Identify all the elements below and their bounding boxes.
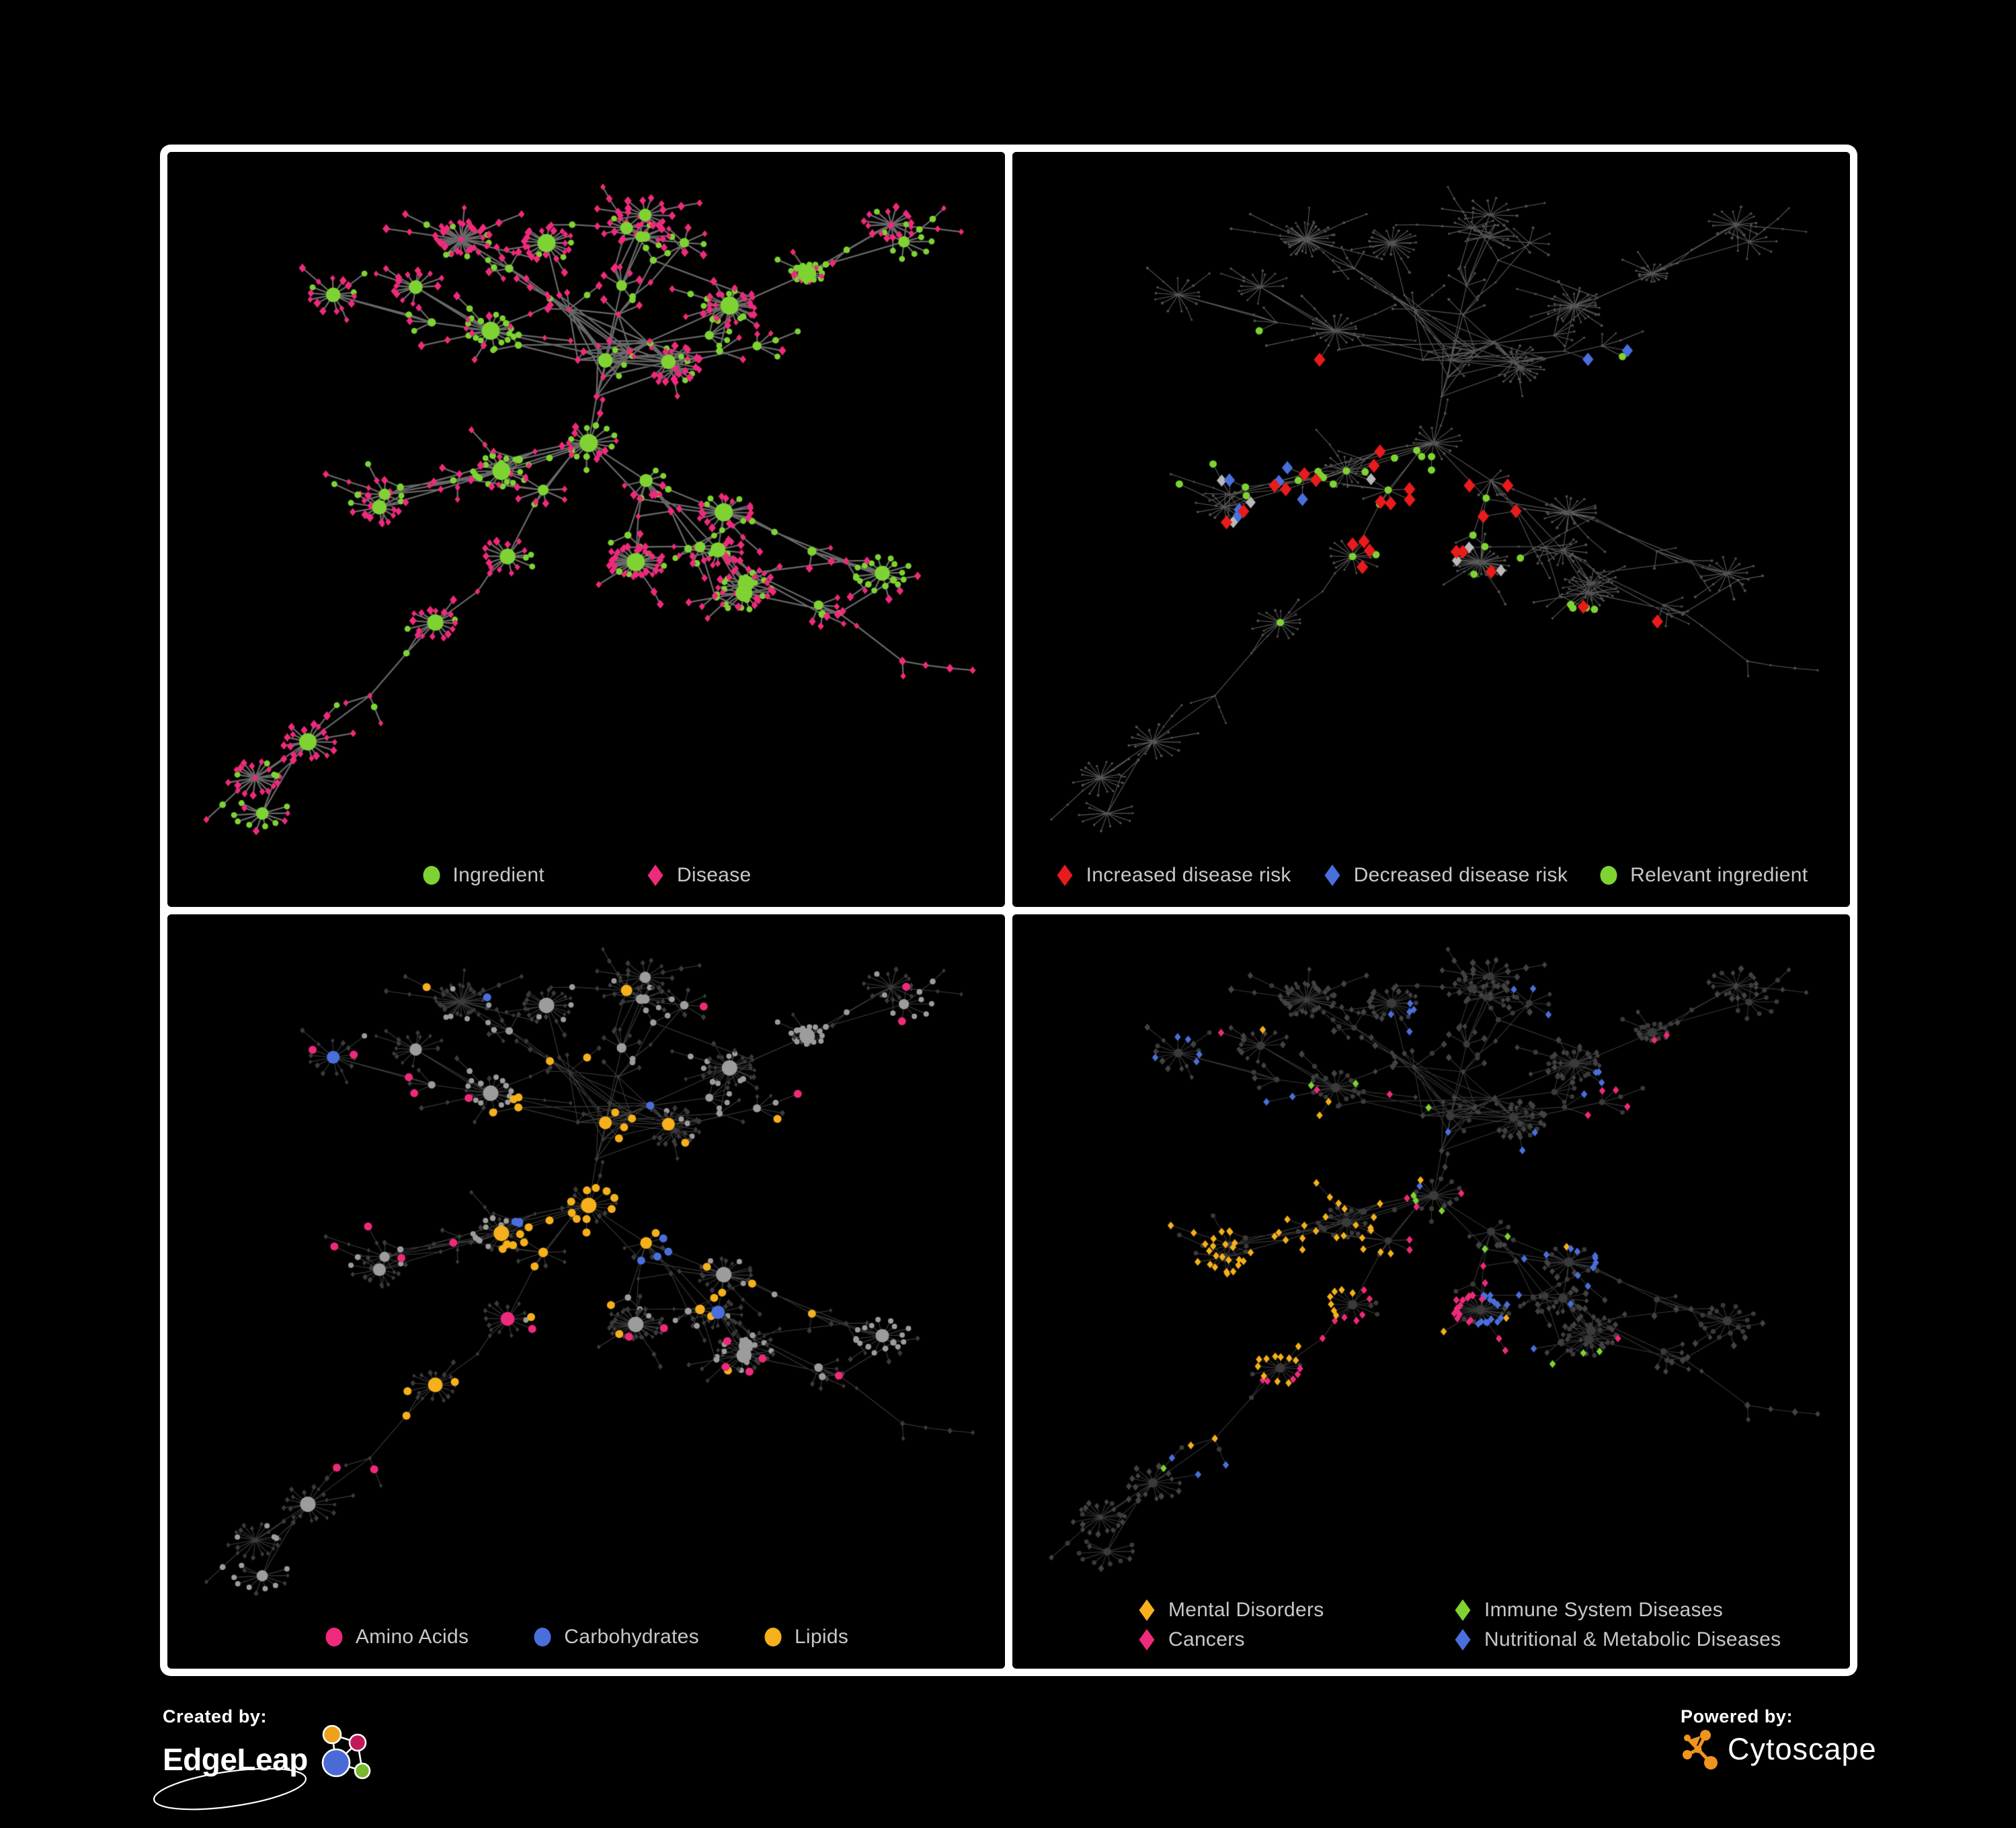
diamond-swatch-icon (1453, 1628, 1473, 1652)
legend-item-amino-acids: Amino Acids (324, 1625, 469, 1649)
circle-swatch-icon (1599, 863, 1619, 887)
legend-label: Carbohydrates (564, 1626, 699, 1648)
diamond-swatch-icon (1137, 1628, 1157, 1652)
diamond-swatch-icon (1322, 863, 1342, 887)
circle-swatch-icon (421, 863, 442, 887)
circle-swatch-icon (324, 1625, 344, 1649)
panel-grid: Ingredient Disease Increased disease risk… (160, 145, 1857, 1676)
circle-swatch-icon (763, 1625, 783, 1649)
network-canvas-ingredient-disease (167, 152, 1005, 843)
legend-item-nutritional-metabolic-diseases: Nutritional & Metabolic Diseases (1453, 1628, 1781, 1652)
legend-item-decreased-disease-risk: Decreased disease risk (1322, 863, 1568, 887)
legend-label: Decreased disease risk (1354, 864, 1568, 887)
legend-item-cancers: Cancers (1137, 1628, 1392, 1652)
diamond-swatch-icon (1453, 1598, 1473, 1622)
legend-label: Relevant ingredient (1630, 864, 1808, 887)
legend-label: Increased disease risk (1086, 864, 1291, 887)
circle-swatch-icon (532, 1625, 553, 1649)
legend-item-relevant-ingredient: Relevant ingredient (1599, 863, 1808, 887)
legend-label: Disease (677, 864, 751, 887)
legend-label: Nutritional & Metabolic Diseases (1484, 1628, 1781, 1651)
legend-item-mental-disorders: Mental Disorders (1137, 1598, 1392, 1622)
legend-item-lipids: Lipids (763, 1625, 848, 1649)
edgeleap-logo: EdgeLeap (163, 1728, 391, 1790)
legend-label: Mental Disorders (1168, 1599, 1324, 1622)
cytoscape-wordmark: Cytoscape (1728, 1732, 1877, 1767)
network-canvas-ingredient-classes (167, 914, 1005, 1605)
panel-ingredient-disease: Ingredient Disease (167, 152, 1005, 907)
diamond-swatch-icon (645, 863, 666, 887)
legend-disease-risk: Increased disease risk Decreased disease … (1012, 843, 1850, 907)
diamond-swatch-icon (1137, 1598, 1157, 1622)
edgeleap-network-icon (300, 1720, 379, 1799)
legend-item-increased-disease-risk: Increased disease risk (1055, 863, 1291, 887)
edgeleap-credit: Created by: EdgeLeap (163, 1706, 391, 1790)
cytoscape-logo: Cytoscape (1681, 1728, 1902, 1770)
legend-ingredient-disease: Ingredient Disease (167, 843, 1005, 907)
legend-item-disease: Disease (645, 863, 751, 887)
cytoscape-icon (1681, 1728, 1720, 1770)
diamond-swatch-icon (1055, 863, 1075, 887)
panel-disease-categories: Mental Disorders Immune System Diseases Ca… (1012, 914, 1850, 1669)
legend-item-immune-system-diseases: Immune System Diseases (1453, 1598, 1781, 1622)
legend-label: Lipids (795, 1626, 848, 1648)
legend-item-ingredient: Ingredient (421, 863, 545, 887)
legend-label: Ingredient (453, 864, 545, 887)
network-canvas-disease-categories (1012, 914, 1850, 1581)
edgeleap-wordmark: EdgeLeap (163, 1741, 308, 1778)
legend-label: Cancers (1168, 1628, 1245, 1651)
legend-item-carbohydrates: Carbohydrates (532, 1625, 699, 1649)
powered-by-label: Powered by: (1681, 1706, 1902, 1727)
legend-label: Immune System Diseases (1484, 1599, 1723, 1622)
network-canvas-disease-risk (1012, 152, 1850, 843)
panel-disease-risk: Increased disease risk Decreased disease … (1012, 152, 1850, 907)
legend-ingredient-classes: Amino Acids Carbohydrates Lipids (167, 1605, 1005, 1669)
legend-disease-categories: Mental Disorders Immune System Diseases Ca… (1012, 1581, 1850, 1669)
legend-label: Amino Acids (356, 1626, 469, 1648)
cytoscape-credit: Powered by: Cytos (1681, 1706, 1902, 1770)
panel-ingredient-classes: Amino Acids Carbohydrates Lipids (167, 914, 1005, 1669)
